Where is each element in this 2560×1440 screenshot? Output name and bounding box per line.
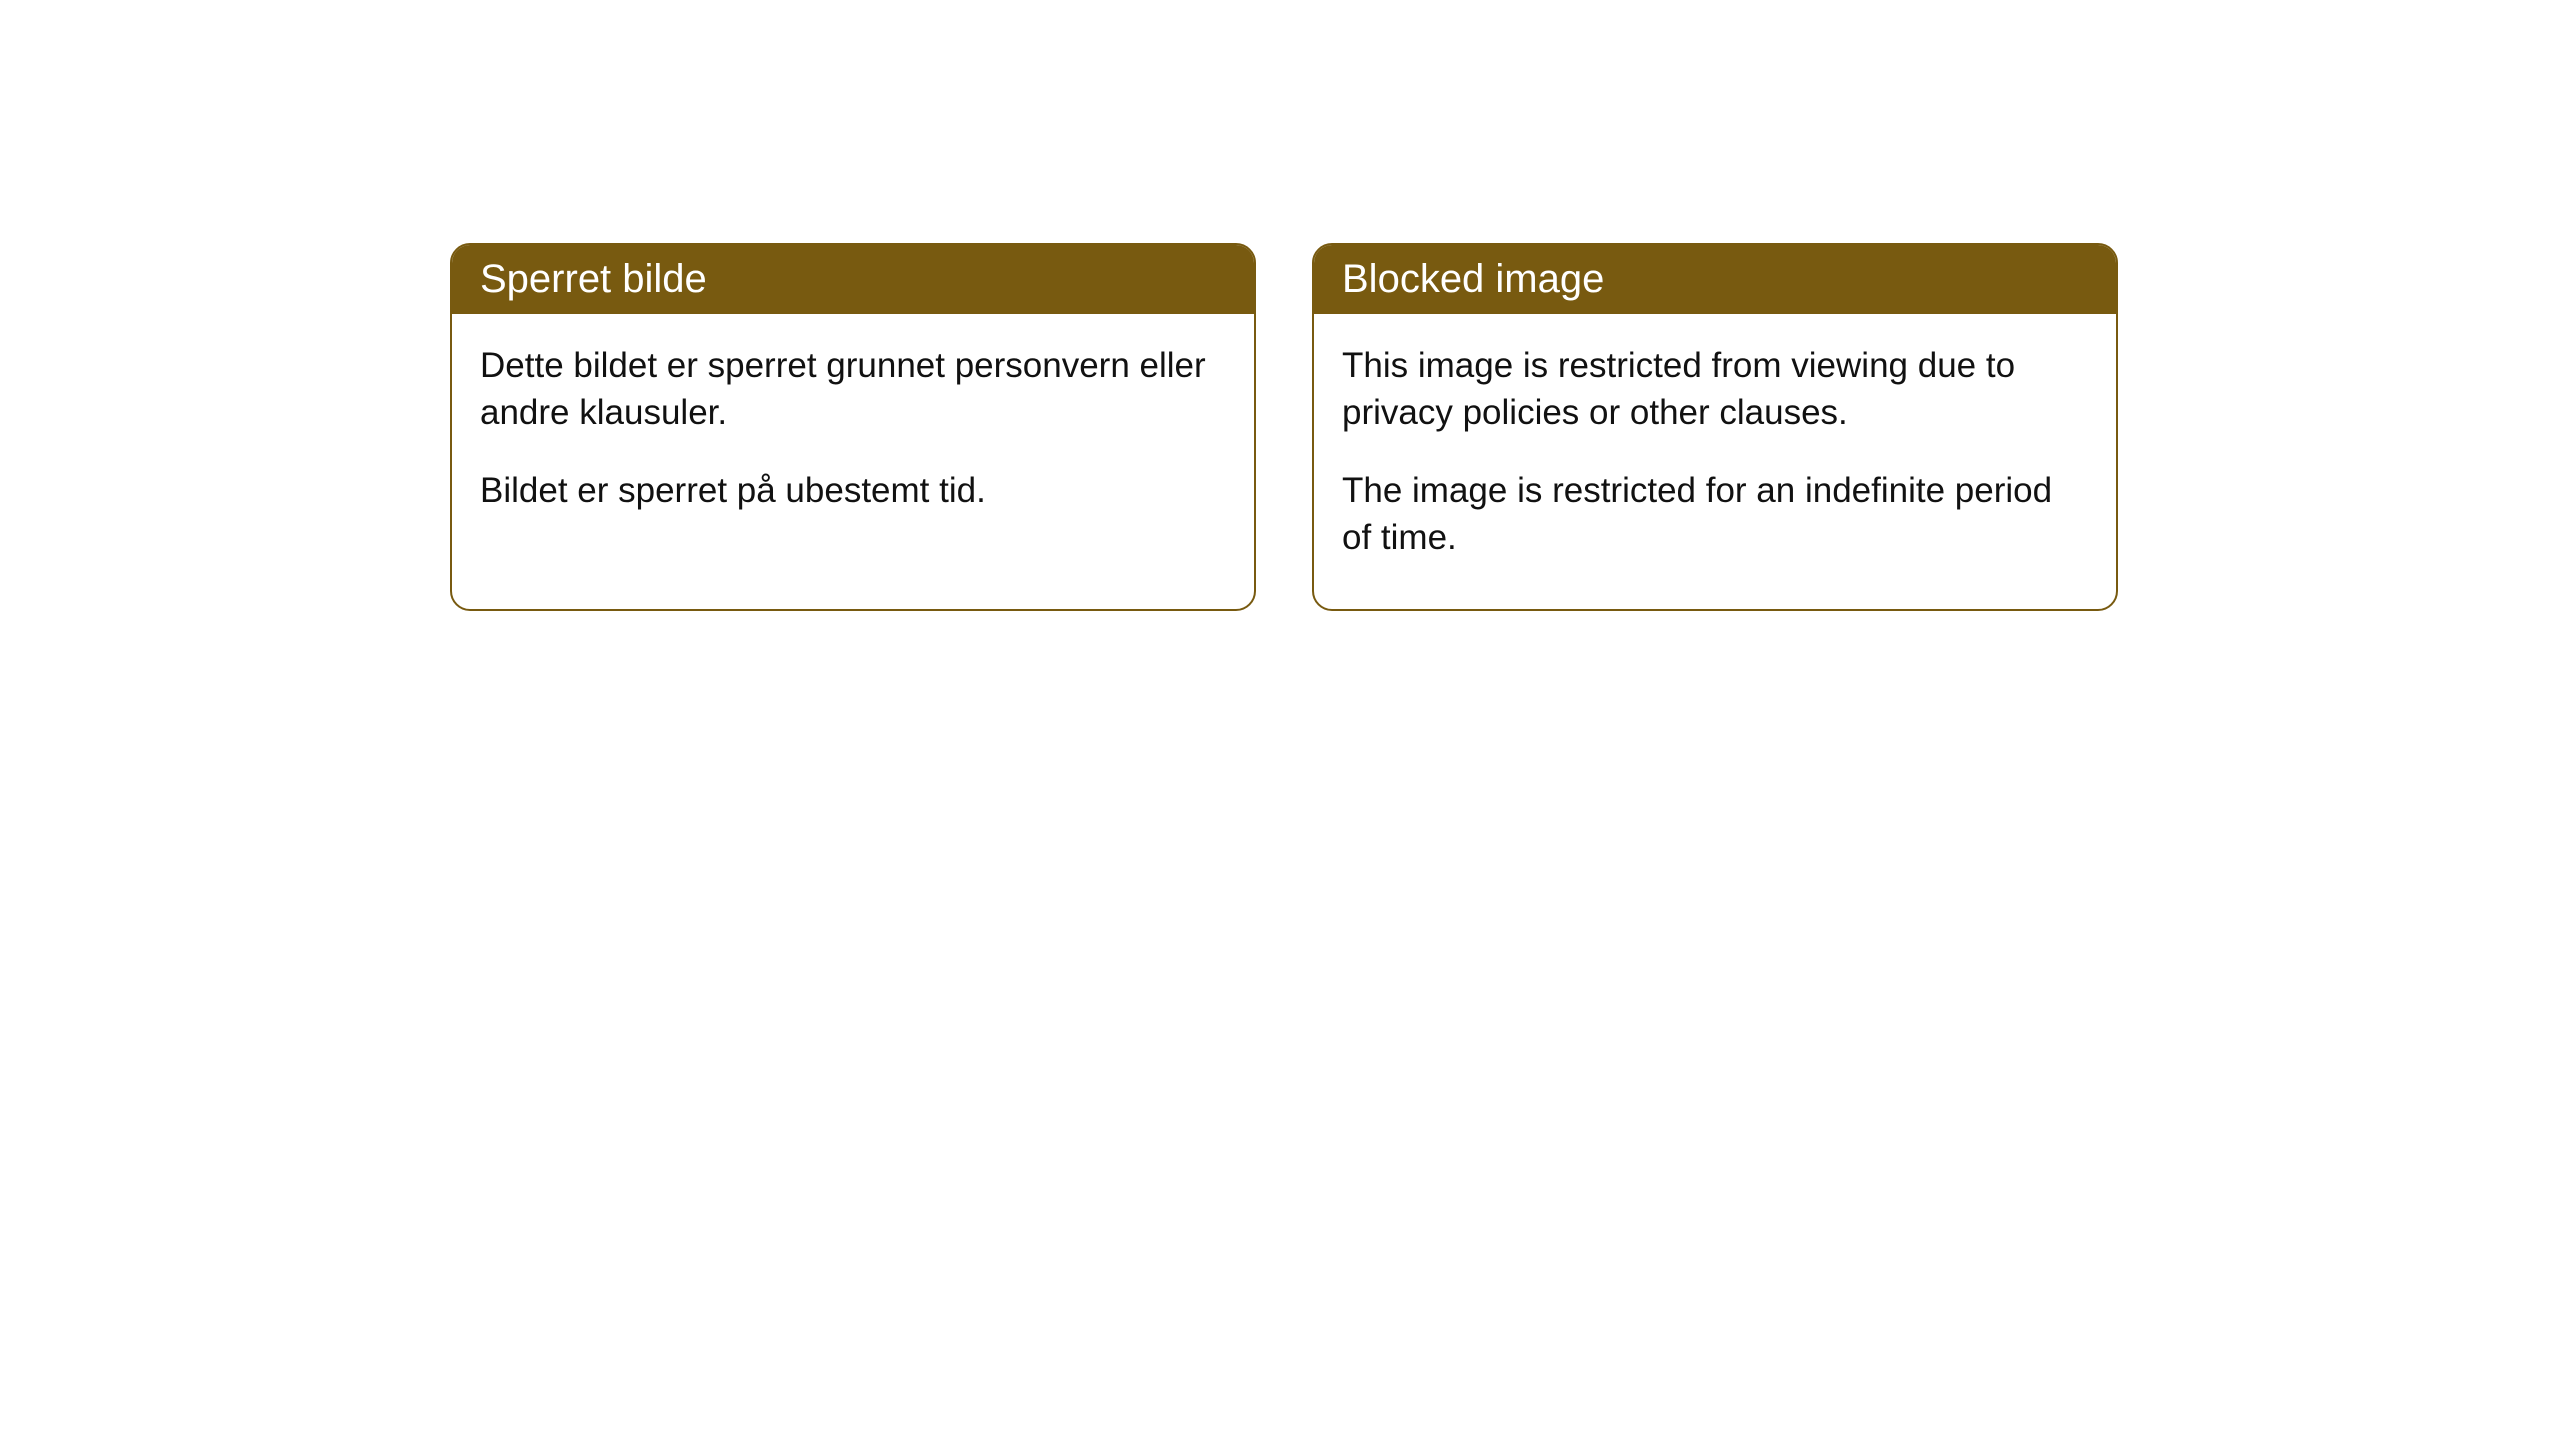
cards-container: Sperret bilde Dette bildet er sperret gr… [450,243,2560,611]
card-paragraph: The image is restricted for an indefinit… [1342,467,2088,562]
card-english: Blocked image This image is restricted f… [1312,243,2118,611]
card-paragraph: Bildet er sperret på ubestemt tid. [480,467,1226,514]
card-header: Sperret bilde [452,245,1254,314]
card-body: This image is restricted from viewing du… [1314,314,2116,609]
card-norwegian: Sperret bilde Dette bildet er sperret gr… [450,243,1256,611]
card-paragraph: This image is restricted from viewing du… [1342,342,2088,437]
card-paragraph: Dette bildet er sperret grunnet personve… [480,342,1226,437]
card-body: Dette bildet er sperret grunnet personve… [452,314,1254,562]
card-header: Blocked image [1314,245,2116,314]
